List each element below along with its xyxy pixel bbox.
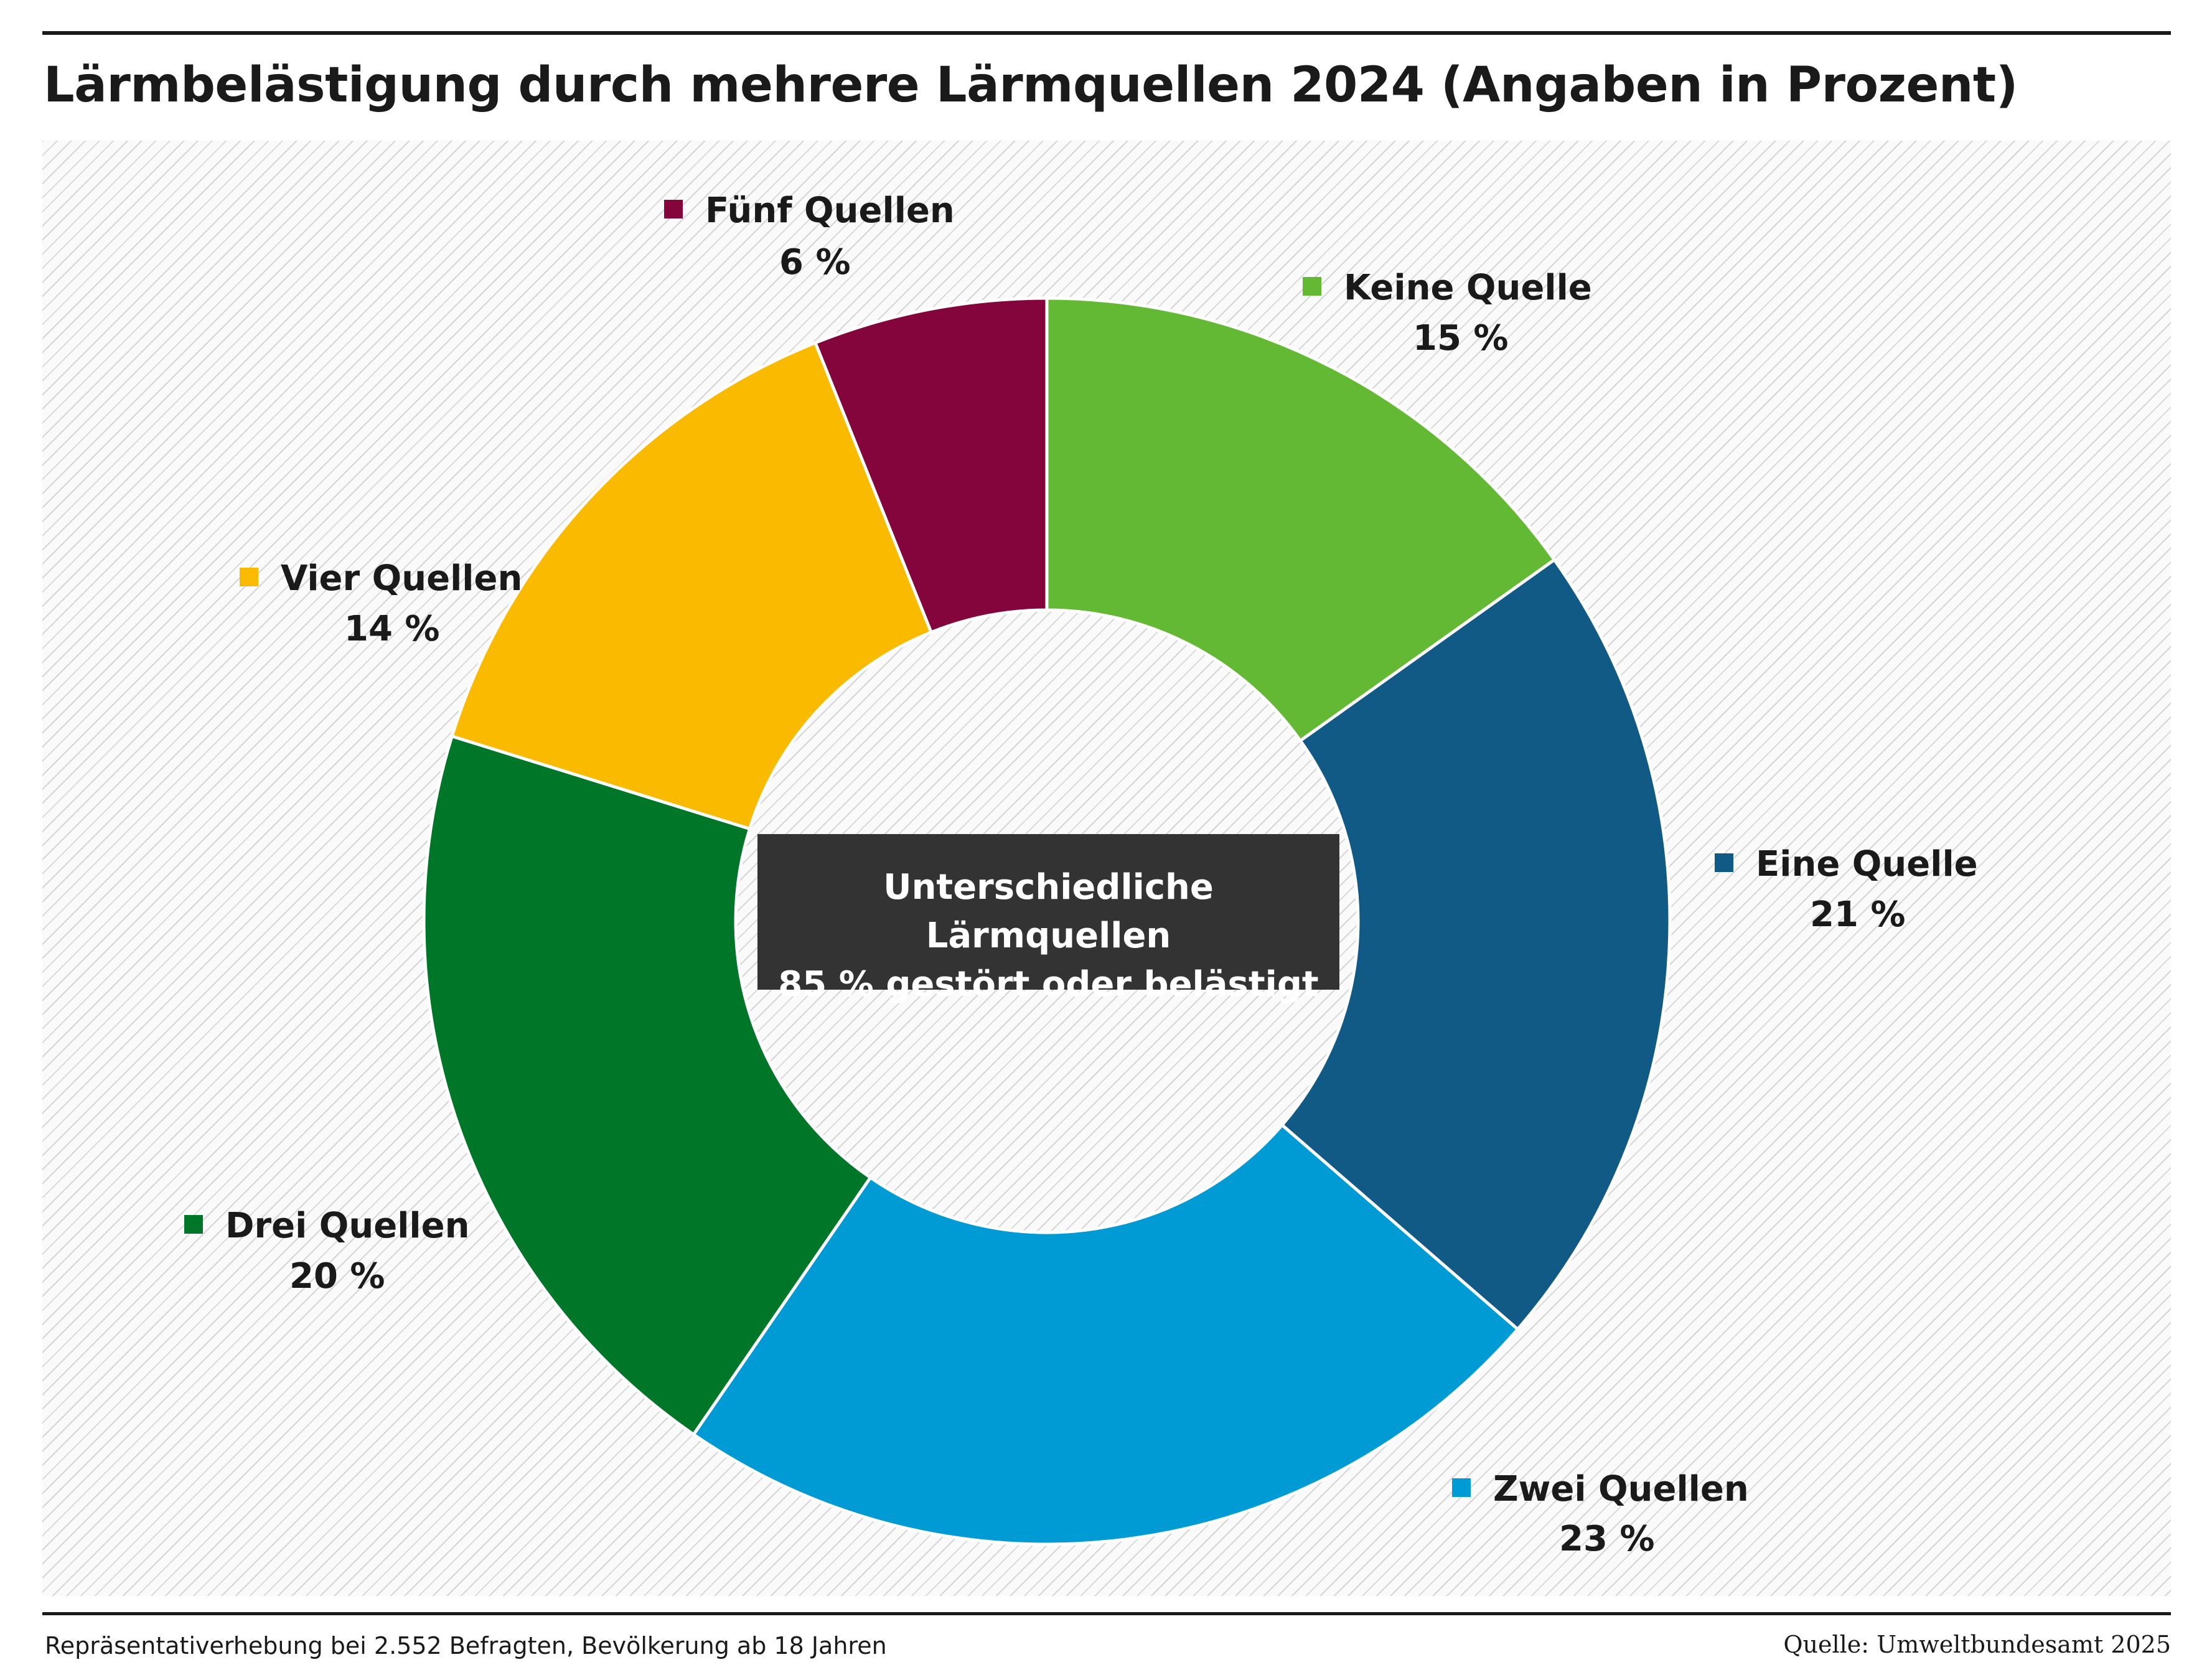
donut-slice-eine-quelle bbox=[1280, 557, 1672, 1332]
legend-label-fuenf-quellen: Fünf Quellen bbox=[664, 190, 955, 231]
footnote: Repräsentativerhebung bei 2.552 Befragte… bbox=[45, 1632, 887, 1659]
center-summary-line1: Unterschiedliche Lärmquellen bbox=[883, 867, 1214, 956]
donut-slice-fuenf-quellen bbox=[813, 296, 1049, 635]
legend-label-keine-quelle: Keine Quelle bbox=[1303, 268, 1592, 308]
legend-label-zwei-quellen: Zwei Quellen bbox=[1452, 1469, 1749, 1509]
donut-slice-drei-quellen bbox=[422, 734, 873, 1437]
donut-slice-keine-quelle bbox=[1045, 296, 1557, 743]
data-label-drei-quellen: 20 % bbox=[289, 1256, 385, 1297]
bottom-rule bbox=[42, 1612, 2171, 1615]
data-label-fuenf-quellen: 6 % bbox=[779, 242, 851, 283]
legend-swatch-drei-quellen bbox=[184, 1215, 203, 1234]
data-label-keine-quelle: 15 % bbox=[1413, 318, 1509, 359]
source-note: Quelle: Umweltbundesamt 2025 bbox=[1783, 1631, 2171, 1658]
legend-swatch-zwei-quellen bbox=[1452, 1478, 1471, 1497]
legend-swatch-eine-quelle bbox=[1715, 853, 1733, 872]
legend-swatch-vier-quellen bbox=[240, 568, 258, 586]
donut-slice-zwei-quellen bbox=[691, 1122, 1521, 1546]
legend-swatch-fuenf-quellen bbox=[664, 200, 683, 218]
center-summary-box: Unterschiedliche Lärmquellen 85 % gestör… bbox=[757, 834, 1339, 1005]
top-rule bbox=[42, 31, 2171, 35]
legend-label-vier-quellen: Vier Quellen bbox=[240, 558, 522, 599]
donut-slice-vier-quellen bbox=[450, 340, 934, 831]
center-summary-line2: 85 % gestört oder belästigt bbox=[778, 964, 1319, 1005]
data-label-zwei-quellen: 23 % bbox=[1559, 1519, 1655, 1559]
data-label-vier-quellen: 14 % bbox=[344, 609, 440, 649]
chart-title: Lärmbelästigung durch mehrere Lärmquelle… bbox=[44, 57, 2018, 113]
legend-swatch-keine-quelle bbox=[1303, 277, 1321, 296]
data-label-eine-quelle: 21 % bbox=[1810, 894, 1906, 935]
legend-label-eine-quelle: Eine Quelle bbox=[1715, 844, 1978, 884]
legend-label-drei-quellen: Drei Quellen bbox=[184, 1206, 469, 1246]
